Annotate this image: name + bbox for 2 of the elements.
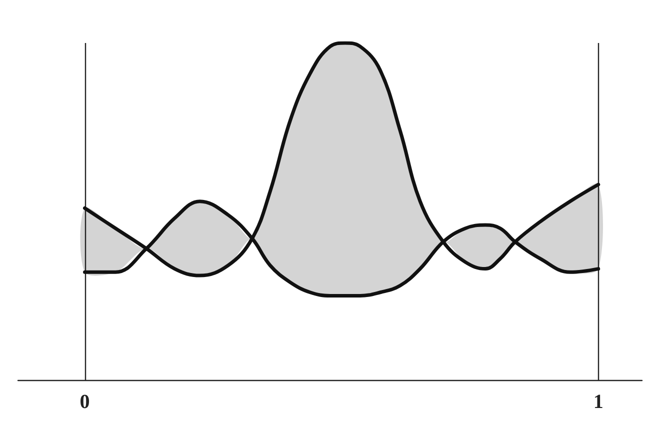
x-tick-label: 0	[80, 391, 90, 413]
x-tick-label: 1	[593, 391, 604, 413]
